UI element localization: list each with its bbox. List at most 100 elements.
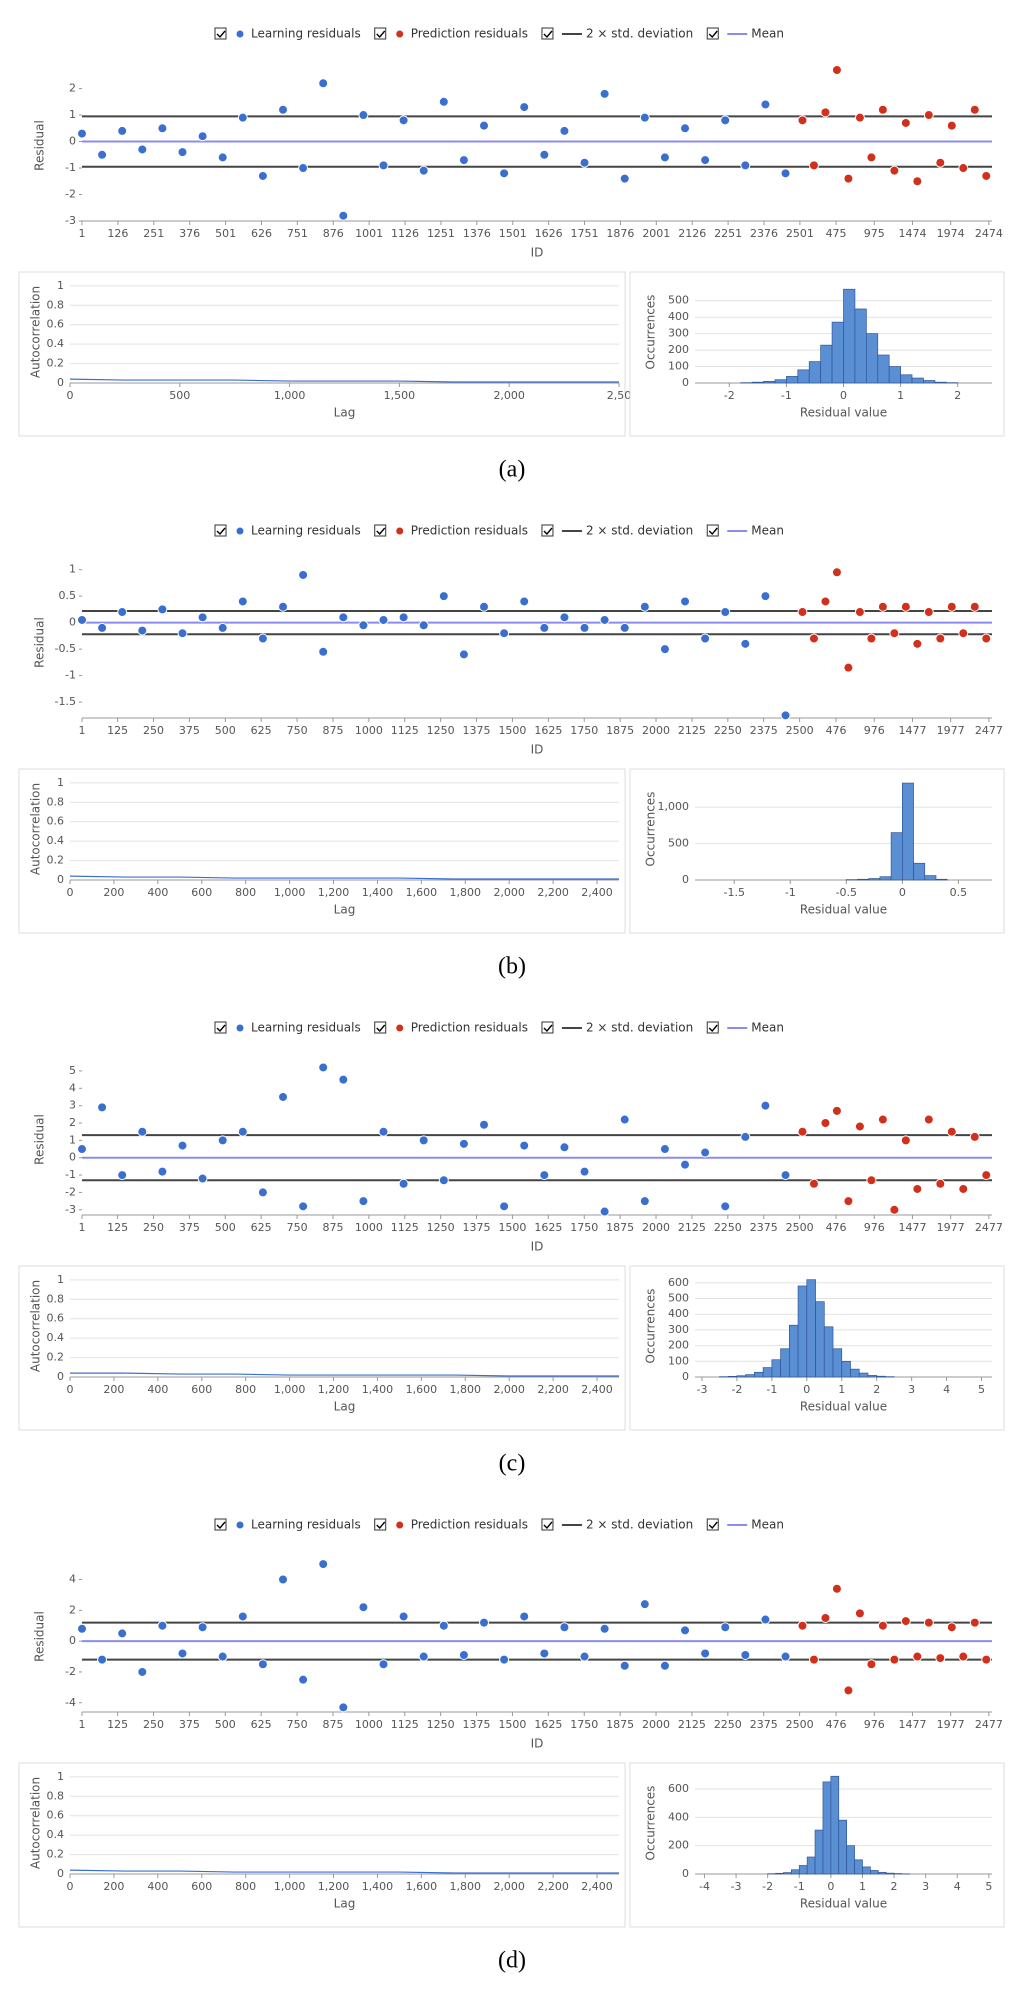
y-tick-label: 0.6 bbox=[47, 815, 65, 828]
x-tick-label: 1977 bbox=[937, 1718, 965, 1731]
y-tick-label: 500 bbox=[668, 1292, 689, 1305]
legend-label: 2 × std. deviation bbox=[586, 1021, 693, 1035]
x-tick-label: 1,200 bbox=[318, 1383, 350, 1396]
legend-dot bbox=[396, 527, 404, 535]
y-tick-label: -3 bbox=[65, 214, 76, 227]
point bbox=[889, 1204, 900, 1215]
point bbox=[820, 1613, 831, 1624]
bar bbox=[850, 1368, 860, 1378]
bar bbox=[846, 1845, 855, 1875]
x-tick-label: 2,200 bbox=[537, 886, 569, 899]
y-tick-label: 0 bbox=[57, 376, 64, 389]
x-tick-label: 626 bbox=[251, 227, 272, 240]
x-tick-label: 2474 bbox=[975, 227, 1003, 240]
x-tick-label: 4 bbox=[954, 1880, 961, 1893]
bar bbox=[831, 321, 844, 384]
x-tick-label: 375 bbox=[179, 1718, 200, 1731]
point bbox=[780, 1651, 791, 1662]
point bbox=[418, 1135, 429, 1146]
y-tick-label: 300 bbox=[668, 1323, 689, 1336]
x-tick-label: 1500 bbox=[498, 724, 526, 737]
y-tick-label: 1 bbox=[57, 279, 64, 292]
point bbox=[740, 160, 751, 171]
x-tick-label: 5 bbox=[985, 1880, 992, 1893]
point bbox=[77, 614, 87, 625]
point bbox=[458, 1649, 469, 1660]
legend-label: Learning residuals bbox=[251, 1021, 361, 1035]
point bbox=[659, 152, 670, 163]
y-tick-label: 200 bbox=[668, 1339, 689, 1352]
caption: (a) bbox=[499, 457, 526, 483]
x-tick-label: 875 bbox=[322, 1718, 343, 1731]
x-tick-label: 1500 bbox=[498, 1718, 526, 1731]
x-tick-label: -1 bbox=[794, 1880, 805, 1893]
point bbox=[981, 633, 992, 644]
bar bbox=[841, 1360, 851, 1378]
point bbox=[969, 104, 980, 115]
y-tick-label: -2 bbox=[65, 1185, 76, 1198]
x-tick-label: 875 bbox=[322, 1221, 343, 1234]
x-tick-label: 501 bbox=[215, 227, 236, 240]
x-tick-label: 1500 bbox=[498, 1221, 526, 1234]
legend-check bbox=[376, 527, 386, 536]
x-tick-label: 800 bbox=[235, 886, 256, 899]
x-tick-label: 1,800 bbox=[450, 886, 482, 899]
point bbox=[820, 596, 831, 607]
point bbox=[318, 1559, 329, 1570]
y-tick-label: 0.8 bbox=[47, 298, 65, 311]
legend-check bbox=[708, 527, 718, 536]
x-tick-label: -1.5 bbox=[723, 886, 744, 899]
y-tick-label: 1 bbox=[57, 1273, 64, 1286]
point bbox=[935, 633, 946, 644]
point bbox=[197, 612, 208, 623]
x-tick-label: -1 bbox=[766, 1383, 777, 1396]
y-axis-title: Occurrences bbox=[644, 295, 658, 370]
point bbox=[659, 1660, 670, 1671]
x-tick-label: 750 bbox=[287, 1221, 308, 1234]
x-tick-label: 975 bbox=[864, 227, 885, 240]
x-tick-label: 2500 bbox=[786, 1718, 814, 1731]
y-tick-label: 0.2 bbox=[47, 1351, 65, 1364]
x-tick-label: 1750 bbox=[570, 1221, 598, 1234]
y-tick-label: -1 bbox=[65, 1168, 76, 1181]
y-tick-label: 0 bbox=[69, 1151, 76, 1164]
point bbox=[843, 1685, 854, 1696]
point bbox=[398, 115, 409, 126]
x-tick-label: 1000 bbox=[355, 1718, 383, 1731]
x-tick-label: 1,200 bbox=[318, 886, 350, 899]
y-tick-label: 0 bbox=[682, 376, 689, 389]
point bbox=[720, 115, 731, 126]
x-tick-label: 125 bbox=[107, 724, 128, 737]
y-tick-label: 0.6 bbox=[47, 1312, 65, 1325]
point bbox=[866, 152, 877, 163]
point bbox=[458, 649, 469, 660]
point bbox=[217, 622, 228, 633]
y-tick-label: 600 bbox=[668, 1782, 689, 1795]
x-tick-label: 2000 bbox=[642, 1221, 670, 1234]
point bbox=[854, 112, 865, 123]
legend-dot bbox=[236, 1521, 244, 1529]
x-tick-label: 1 bbox=[897, 389, 904, 402]
point bbox=[912, 1651, 923, 1662]
point bbox=[257, 1187, 268, 1198]
x-tick-label: 1376 bbox=[463, 227, 491, 240]
bar bbox=[923, 380, 936, 384]
x-tick-label: 375 bbox=[179, 724, 200, 737]
point bbox=[479, 1119, 490, 1130]
point bbox=[318, 1062, 329, 1073]
bar bbox=[876, 1375, 886, 1378]
legend-checkbox bbox=[374, 1021, 387, 1034]
x-tick-label: 476 bbox=[826, 724, 847, 737]
point bbox=[720, 607, 731, 618]
point bbox=[831, 567, 842, 578]
point bbox=[137, 1666, 148, 1677]
bar bbox=[814, 1829, 824, 1875]
y-tick-label: 0 bbox=[682, 1867, 689, 1880]
bar bbox=[877, 354, 890, 384]
legend-checkbox bbox=[541, 27, 554, 40]
x-tick-label: 876 bbox=[323, 227, 344, 240]
x-tick-label: 3 bbox=[922, 1880, 929, 1893]
legend-label: Learning residuals bbox=[251, 27, 361, 41]
x-tick-label: -1 bbox=[781, 389, 792, 402]
x-tick-label: 2125 bbox=[678, 1221, 706, 1234]
